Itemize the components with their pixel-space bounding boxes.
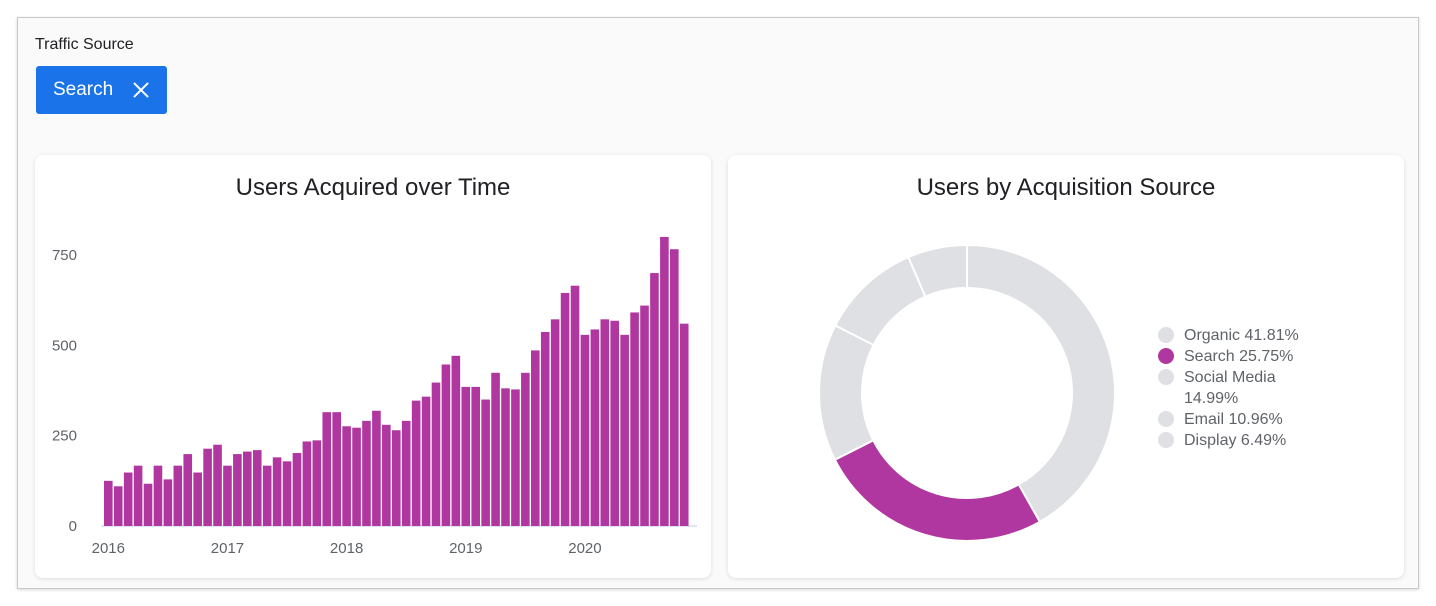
bar [670,249,679,526]
bar [501,388,510,526]
bar [312,440,322,526]
bar [282,461,292,526]
bar [511,389,520,526]
x-tick-label: 2016 [92,540,125,557]
x-tick-label: 2017 [211,540,244,557]
legend-label: Organic 41.81% [1184,327,1299,344]
bar [590,329,600,526]
y-tick-label: 250 [52,428,77,445]
bar [550,319,560,526]
bar [630,312,639,526]
x-tick-label: 2018 [330,540,363,557]
bar [640,305,649,526]
x-tick-label: 2020 [568,540,601,557]
bar [650,273,659,526]
legend-item[interactable]: Email 10.96% [1158,409,1309,430]
bar-chart: 0 250 500 750 2016 2017 2018 2019 2020 [52,236,697,557]
legend-label: Email 10.96% [1184,411,1283,428]
bar [560,292,570,526]
donut-chart-card: Users by Acquisition Source Organic 41.8… [728,155,1404,578]
bar [540,331,550,526]
legend-item[interactable]: Organic 41.81% [1158,325,1309,346]
bar [679,323,689,526]
bar-chart-card: Users Acquired over Time 0 250 500 750 2016 2… [35,155,711,578]
bar [610,320,620,526]
y-tick-label: 500 [52,337,77,354]
legend-swatch [1158,348,1174,364]
bar [143,483,153,526]
bar [322,412,332,526]
y-tick-label: 0 [69,518,77,535]
bar [173,465,183,526]
filter-chip-label: Search [53,79,114,100]
donut-slice-email[interactable] [833,255,927,347]
x-tick-label: 2019 [449,540,482,557]
bar [372,410,381,526]
legend-item[interactable]: Search 25.75% [1158,346,1309,367]
bar [153,465,163,526]
bar [104,480,113,526]
bar [411,400,421,526]
bar [163,479,173,526]
bar [570,285,580,526]
bar [213,444,222,526]
bar [292,453,302,526]
bar [391,430,401,526]
bar [491,372,500,526]
bar [382,424,391,526]
legend-item[interactable]: Social Media 14.99% [1158,367,1309,409]
bar [441,364,451,526]
bar [401,420,411,526]
bar [461,386,471,526]
y-tick-label: 750 [52,247,77,264]
bar-chart-title: Users Acquired over Time [235,174,511,201]
bar [451,355,461,526]
bar [580,334,590,526]
donut-slice-search[interactable] [833,438,1042,542]
legend-swatch [1158,327,1174,343]
bar [123,472,133,526]
legend-label: Social Media 14.99% [1184,369,1276,407]
bar [530,350,540,526]
donut-slice-display[interactable] [906,243,968,298]
legend-label: Display 6.49% [1184,432,1287,449]
bar [113,486,123,526]
bar [481,399,490,526]
legend-swatch [1158,411,1174,427]
legend-swatch [1158,432,1174,448]
bar [193,472,202,526]
donut-slice-organic[interactable] [966,243,1116,524]
bar [252,450,262,526]
bar [600,319,610,526]
legend-swatch [1158,369,1174,385]
bar [272,457,282,526]
bar [660,236,669,526]
bar [233,454,242,526]
donut-slice-social-media[interactable] [818,324,875,462]
bar [203,448,212,526]
legend: Organic 41.81% Search 25.75% Social Media … [1158,325,1309,451]
bar [342,426,351,526]
bar [421,396,431,526]
bar [352,427,361,526]
bar [471,386,481,526]
legend-item[interactable]: Display 6.49% [1158,430,1309,451]
bar [332,412,341,526]
bar [302,441,312,526]
bar [521,372,530,526]
filter-chip-search[interactable]: Search [36,66,167,114]
donut-chart-title: Users by Acquisition Source [916,174,1216,201]
bar [431,382,441,526]
bar [183,454,193,526]
legend-label: Search 25.75% [1184,348,1294,365]
bar [223,465,232,526]
bar [362,420,371,526]
filter-label: Traffic Source [35,36,134,53]
donut-chart [818,243,1116,542]
bar [620,334,629,526]
bar [243,451,252,526]
close-icon[interactable] [133,82,149,98]
bar [133,465,143,526]
bar [262,465,272,526]
